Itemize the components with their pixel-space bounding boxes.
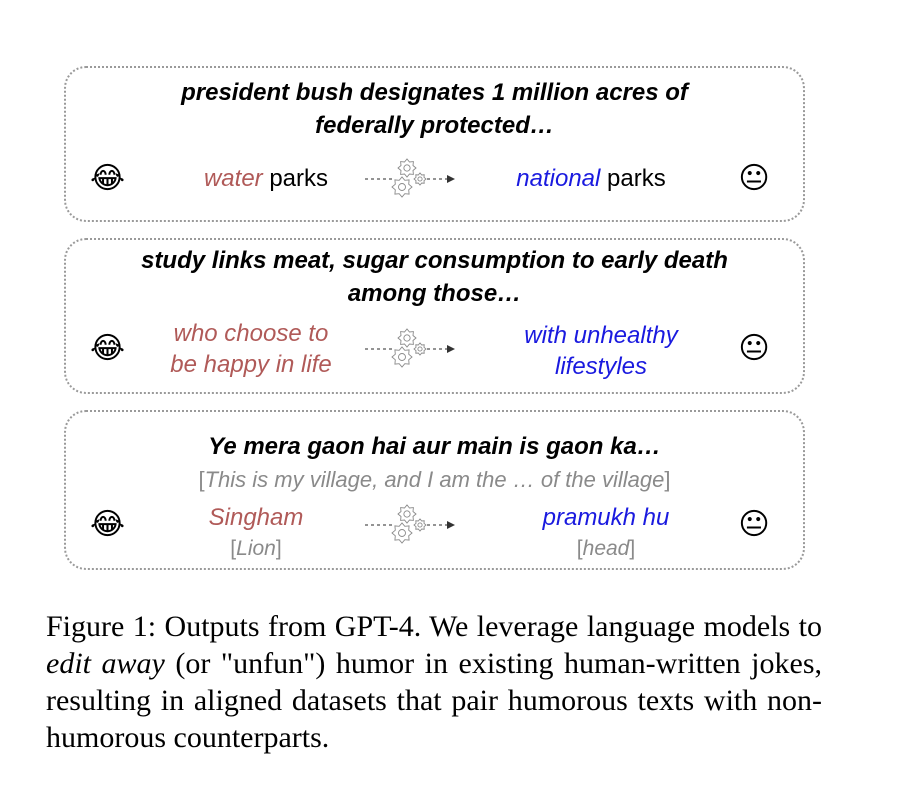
unfun-phrase-emph: national [516,165,601,192]
gear-hub [398,353,406,361]
gear-icon [397,328,417,348]
funny-phrase-line-2: be happy in life [170,351,332,378]
example-card-2: study links meat, sugar consumption to e… [64,238,805,394]
arrowhead-icon [447,345,455,353]
example-card-1: president bush designates 1 million acre… [64,66,805,222]
gears-arrow-icon [363,324,459,374]
gears-arrow-svg [365,328,455,368]
laughing-emoji-icon: 😂 [90,331,126,366]
funny-phrase: Singham [Lion] [166,502,346,564]
unfun-phrase-text: pramukh hu [542,504,670,531]
gear-icon [397,158,417,178]
arrowhead-icon [447,521,455,529]
caption-emphasis: edit away [46,647,165,680]
unfun-gloss-text: head [582,537,630,560]
arrowhead-icon [447,175,455,183]
gears-arrow-icon [363,154,459,204]
gear-hub [403,510,411,518]
gear-icon [413,172,427,186]
gear-hub [417,176,423,182]
unfun-phrase: national parks [486,163,696,194]
caption-part-1: . We leverage language models to [413,610,822,643]
headline-line-1: study links meat, sugar consumption to e… [141,247,728,274]
laughing-emoji-icon: 😂 [90,161,126,196]
gear-hub [398,529,406,537]
gear-hub [403,334,411,342]
gears-arrow-svg [365,504,455,544]
unfun-gloss: [head] [576,537,636,560]
unfun-phrase-line-2: lifestyles [554,353,648,380]
gears-arrow-icon [363,500,459,550]
headline-line-2: federally protected… [315,112,554,139]
gear-icon [391,346,413,368]
headline-line-1: president bush designates 1 million acre… [181,79,688,106]
gear-icon [391,522,413,544]
gear-hub [417,346,423,352]
funny-phrase-text: Singham [208,504,304,531]
example-1-headline: president bush designates 1 million acre… [66,76,803,142]
unfun-phrase: with unhealthy lifestyles [496,320,706,382]
unfun-phrase-rest: parks [600,165,666,192]
gear-hub [398,183,406,191]
laughing-emoji-icon: 😂 [90,507,126,542]
translation-text: This is my village, and I am the … of th… [204,467,665,492]
gear-hub [417,522,423,528]
unfun-phrase: pramukh hu [head] [516,502,696,564]
gear-icon [391,176,413,198]
gear-icon [413,518,427,532]
unfun-phrase-line-1: with unhealthy [524,322,678,349]
gear-icon [397,504,417,524]
example-card-3: Ye mera gaon hai aur main is gaon ka… [T… [64,410,805,570]
headline-line-2: among those… [347,280,522,307]
example-2-headline: study links meat, sugar consumption to e… [66,244,803,310]
example-3-headline: Ye mera gaon hai aur main is gaon ka… [208,433,661,460]
neutral-face-emoji-icon: 😐 [738,331,770,366]
funny-phrase-rest: parks [262,165,329,192]
funny-phrase-emph: water [203,165,263,192]
funny-phrase: who choose to be happy in life [146,318,356,380]
gear-hub [403,164,411,172]
caption-model: GPT-4 [334,610,414,643]
neutral-face-emoji-icon: 😐 [738,161,770,196]
funny-phrase-line-1: who choose to [173,320,329,347]
funny-gloss-text: Lion [236,537,276,560]
gears-arrow-svg [365,158,455,198]
figure-caption: Figure 1: Outputs from GPT-4. We leverag… [46,608,822,756]
example-3-translation: [This is my village, and I am the … of t… [198,467,671,492]
caption-prefix: Figure 1: Outputs from [46,610,335,643]
gear-icon [413,342,427,356]
funny-gloss: [Lion] [230,537,282,560]
funny-phrase: water parks [166,163,366,194]
caption-part-2: (or "unfun") humor in existing human-wri… [46,647,822,754]
neutral-face-emoji-icon: 😐 [738,507,770,542]
